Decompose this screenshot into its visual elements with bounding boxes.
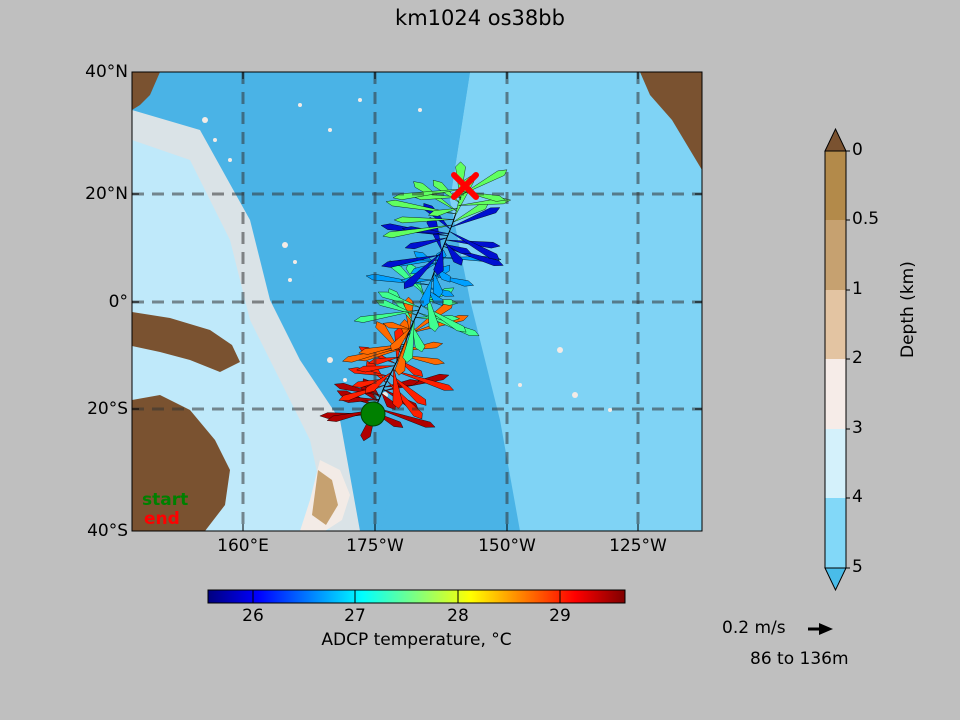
island-chains	[202, 98, 612, 412]
depth-tick-3: 3	[852, 418, 863, 438]
depth-band-3	[825, 359, 846, 429]
new-guinea-land	[132, 312, 240, 372]
scale-speed-label: 0.2 m/s	[722, 618, 786, 638]
adcp-vector	[353, 309, 419, 323]
end-marker	[451, 172, 479, 200]
adcp-vector	[419, 277, 433, 308]
temp-tick-26: 26	[242, 606, 264, 626]
temp-tick-28: 28	[447, 606, 469, 626]
legend-end: end	[144, 509, 180, 529]
adcp-vector	[432, 272, 444, 298]
lat-label-equator: 0°	[108, 292, 128, 312]
depth-colorbar-top-arrow	[824, 127, 847, 152]
adcp-vector	[375, 407, 436, 428]
lat-label-40n: 40°N	[85, 62, 128, 82]
scale-depth-range: 86 to 136m	[750, 649, 849, 669]
depth-band-1	[825, 220, 846, 290]
new-zealand-core	[312, 470, 338, 525]
temperature-colorbar-label: ADCP temperature, °C	[321, 630, 512, 650]
adcp-vector	[444, 242, 464, 266]
depth-colorbar	[824, 127, 850, 592]
temp-tick-27: 27	[344, 606, 366, 626]
australia-land	[132, 395, 230, 531]
adcp-vector	[411, 324, 426, 353]
adcp-vector	[390, 374, 427, 406]
lon-label-150w: 150°W	[478, 536, 536, 556]
adcp-vector	[433, 248, 444, 276]
scale-arrow	[808, 623, 833, 635]
adcp-vector	[426, 292, 440, 332]
north-america-land	[640, 72, 702, 170]
figure-title: km1024 os38bb	[395, 6, 565, 30]
legend-start: start	[142, 490, 189, 510]
adcp-vector	[451, 207, 501, 228]
depth-band-5	[825, 498, 846, 568]
depth-tick-4: 4	[852, 487, 863, 507]
adcp-vector	[356, 365, 395, 373]
depth-tick-2: 2	[852, 348, 863, 368]
depth-tick-1: 1	[852, 279, 863, 299]
adcp-vector	[444, 244, 472, 254]
depth-colorbar-label: Depth (km)	[898, 261, 918, 358]
depth-tick-5: 5	[852, 557, 863, 577]
adcp-vectors	[319, 161, 512, 442]
graticule	[132, 72, 702, 531]
lon-label-125w: 125°W	[609, 536, 667, 556]
adcp-vector	[392, 188, 465, 200]
map-ticks	[132, 72, 702, 531]
adcp-vector	[462, 169, 508, 195]
depth-tick-0.5: 0.5	[852, 209, 880, 229]
lon-label-160e: 160°E	[217, 536, 269, 556]
start-marker	[360, 401, 386, 427]
adcp-vector	[381, 254, 441, 268]
adcp-vector	[382, 224, 453, 238]
adcp-vector	[392, 369, 455, 391]
lat-label-40s: 40°S	[87, 521, 128, 541]
asia-land	[132, 72, 160, 110]
depth-tick-0: 0	[852, 140, 863, 160]
depth-band-0	[825, 151, 846, 220]
adcp-vector	[403, 252, 442, 290]
adcp-vector	[390, 326, 412, 352]
depth-colorbar-bottom-arrow	[824, 567, 847, 592]
adcp-vector	[393, 216, 454, 224]
adcp-vector	[404, 237, 447, 250]
lat-label-20s: 20°S	[87, 399, 128, 419]
adcp-vector	[427, 208, 458, 217]
adcp-vector	[382, 322, 411, 330]
temperature-colorbar-ticks	[252, 590, 561, 603]
depth-band-2	[825, 290, 846, 359]
adcp-vector	[402, 319, 415, 363]
temperature-colorbar	[207, 589, 626, 604]
depth-band-4	[825, 429, 846, 498]
adcp-vector	[449, 231, 500, 260]
lat-label-20n: 20°N	[85, 184, 128, 204]
temp-tick-29: 29	[549, 606, 571, 626]
lon-label-175w: 175°W	[346, 536, 404, 556]
